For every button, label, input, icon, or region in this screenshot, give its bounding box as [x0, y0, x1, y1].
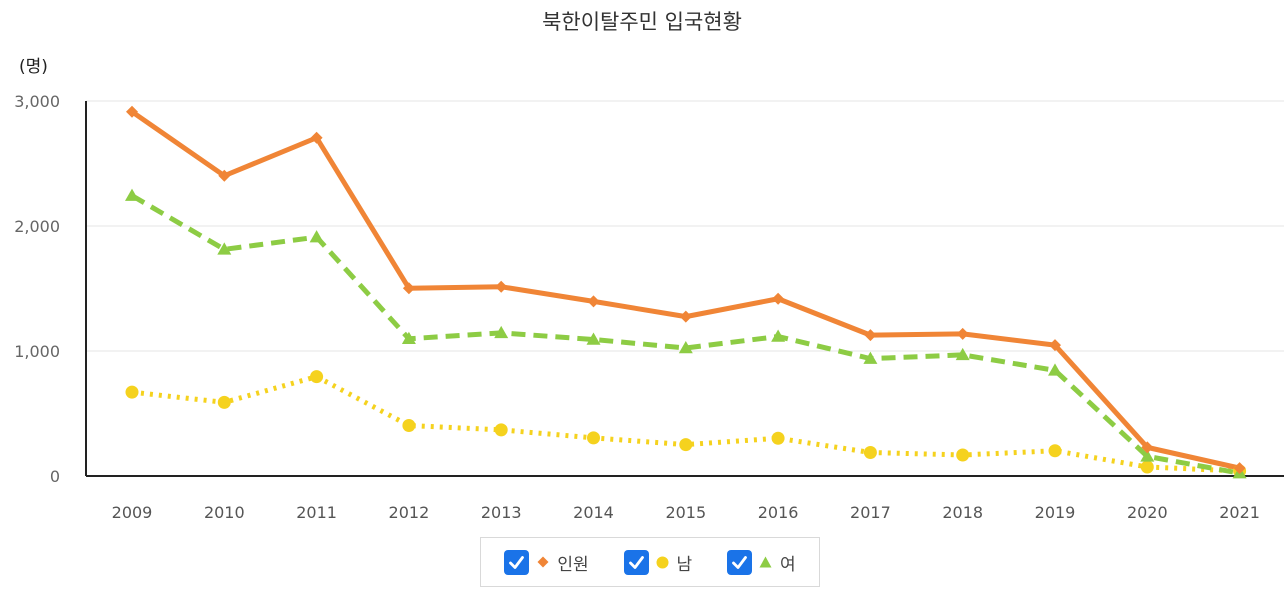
data-point	[771, 431, 785, 445]
x-tick-label: 2016	[758, 503, 799, 522]
data-point	[678, 341, 693, 354]
data-point	[402, 419, 416, 432]
data-point	[956, 448, 970, 462]
data-point	[125, 188, 139, 201]
data-point	[310, 131, 323, 144]
data-point	[955, 347, 970, 361]
data-point	[217, 395, 231, 409]
x-tick-label: 2009	[112, 503, 153, 522]
data-point	[402, 282, 415, 295]
data-point	[1140, 460, 1154, 474]
chart-title: 북한이탈주민 입국현황	[542, 10, 742, 34]
data-point	[125, 385, 139, 399]
data-point	[587, 431, 600, 445]
data-point	[771, 329, 786, 342]
legend-label: 인원	[557, 554, 589, 575]
y-tick-labels: 0 1,000 2,000 3,000	[14, 92, 60, 486]
legend-item-series-0[interactable]: 인원	[504, 549, 589, 575]
data-point	[1233, 462, 1246, 475]
legend: 인원 남 여	[480, 537, 820, 587]
data-point	[494, 325, 509, 339]
data-point	[864, 329, 877, 342]
x-tick-label: 2020	[1127, 503, 1168, 522]
data-point	[863, 351, 878, 364]
legend-item-series-1[interactable]: 남	[623, 549, 693, 575]
y-unit-label: (명)	[19, 57, 48, 77]
x-tick-label: 2013	[481, 503, 522, 522]
x-tick-label: 2021	[1219, 503, 1260, 522]
x-tick-label: 2017	[850, 503, 891, 522]
x-tick-label: 2012	[389, 503, 430, 522]
data-point	[309, 230, 324, 243]
checkbox-checked-icon[interactable]	[726, 549, 752, 575]
data-point	[401, 331, 416, 344]
data-point	[587, 295, 600, 308]
x-tick-label: 2014	[573, 503, 614, 522]
data-point	[1140, 449, 1155, 462]
data-point	[1049, 339, 1061, 352]
data-point	[863, 446, 877, 459]
data-point	[126, 105, 138, 118]
circle-marker-icon	[655, 554, 671, 570]
data-point	[679, 310, 692, 323]
series-line	[130, 109, 1241, 471]
data-point	[217, 242, 232, 255]
x-tick-labels: 2009 2010 2011 2012 2013 2014 2015 2016 2017 2018…	[112, 503, 1260, 522]
y-tick-label: 2,000	[14, 217, 60, 236]
data-point	[586, 332, 601, 345]
x-tick-label: 2015	[665, 503, 706, 522]
checkbox-checked-icon[interactable]	[623, 549, 649, 575]
data-point	[495, 280, 508, 293]
series-line	[130, 193, 1241, 476]
legend-label: 남	[676, 554, 693, 575]
x-tick-label: 2019	[1035, 503, 1076, 522]
y-tick-label: 0	[50, 467, 60, 486]
diamond-marker-icon	[535, 554, 551, 570]
x-tick-label: 2010	[204, 503, 245, 522]
triangle-marker-icon	[758, 554, 774, 570]
data-point	[310, 370, 324, 384]
legend-label: 여	[779, 554, 796, 575]
line-chart: 0 1,000 2,000 3,000 2009 2010 2011 2012 2013 201…	[14, 92, 1284, 522]
data-point	[1048, 363, 1062, 376]
y-tick-label: 1,000	[14, 342, 60, 361]
checkbox-checked-icon[interactable]	[504, 549, 530, 575]
data-point	[679, 438, 693, 452]
data-point	[956, 327, 969, 340]
series-lines	[130, 109, 1241, 476]
series-markers	[125, 105, 1247, 479]
data-point	[772, 292, 785, 305]
legend-item-series-2[interactable]: 여	[726, 549, 796, 575]
data-point	[218, 169, 231, 182]
x-tick-label: 2011	[296, 503, 337, 522]
data-point	[1141, 441, 1154, 454]
data-point	[1048, 444, 1062, 458]
axes	[85, 101, 1284, 477]
data-point	[494, 423, 508, 437]
y-tick-label: 3,000	[14, 92, 60, 111]
x-tick-label: 2018	[942, 503, 983, 522]
